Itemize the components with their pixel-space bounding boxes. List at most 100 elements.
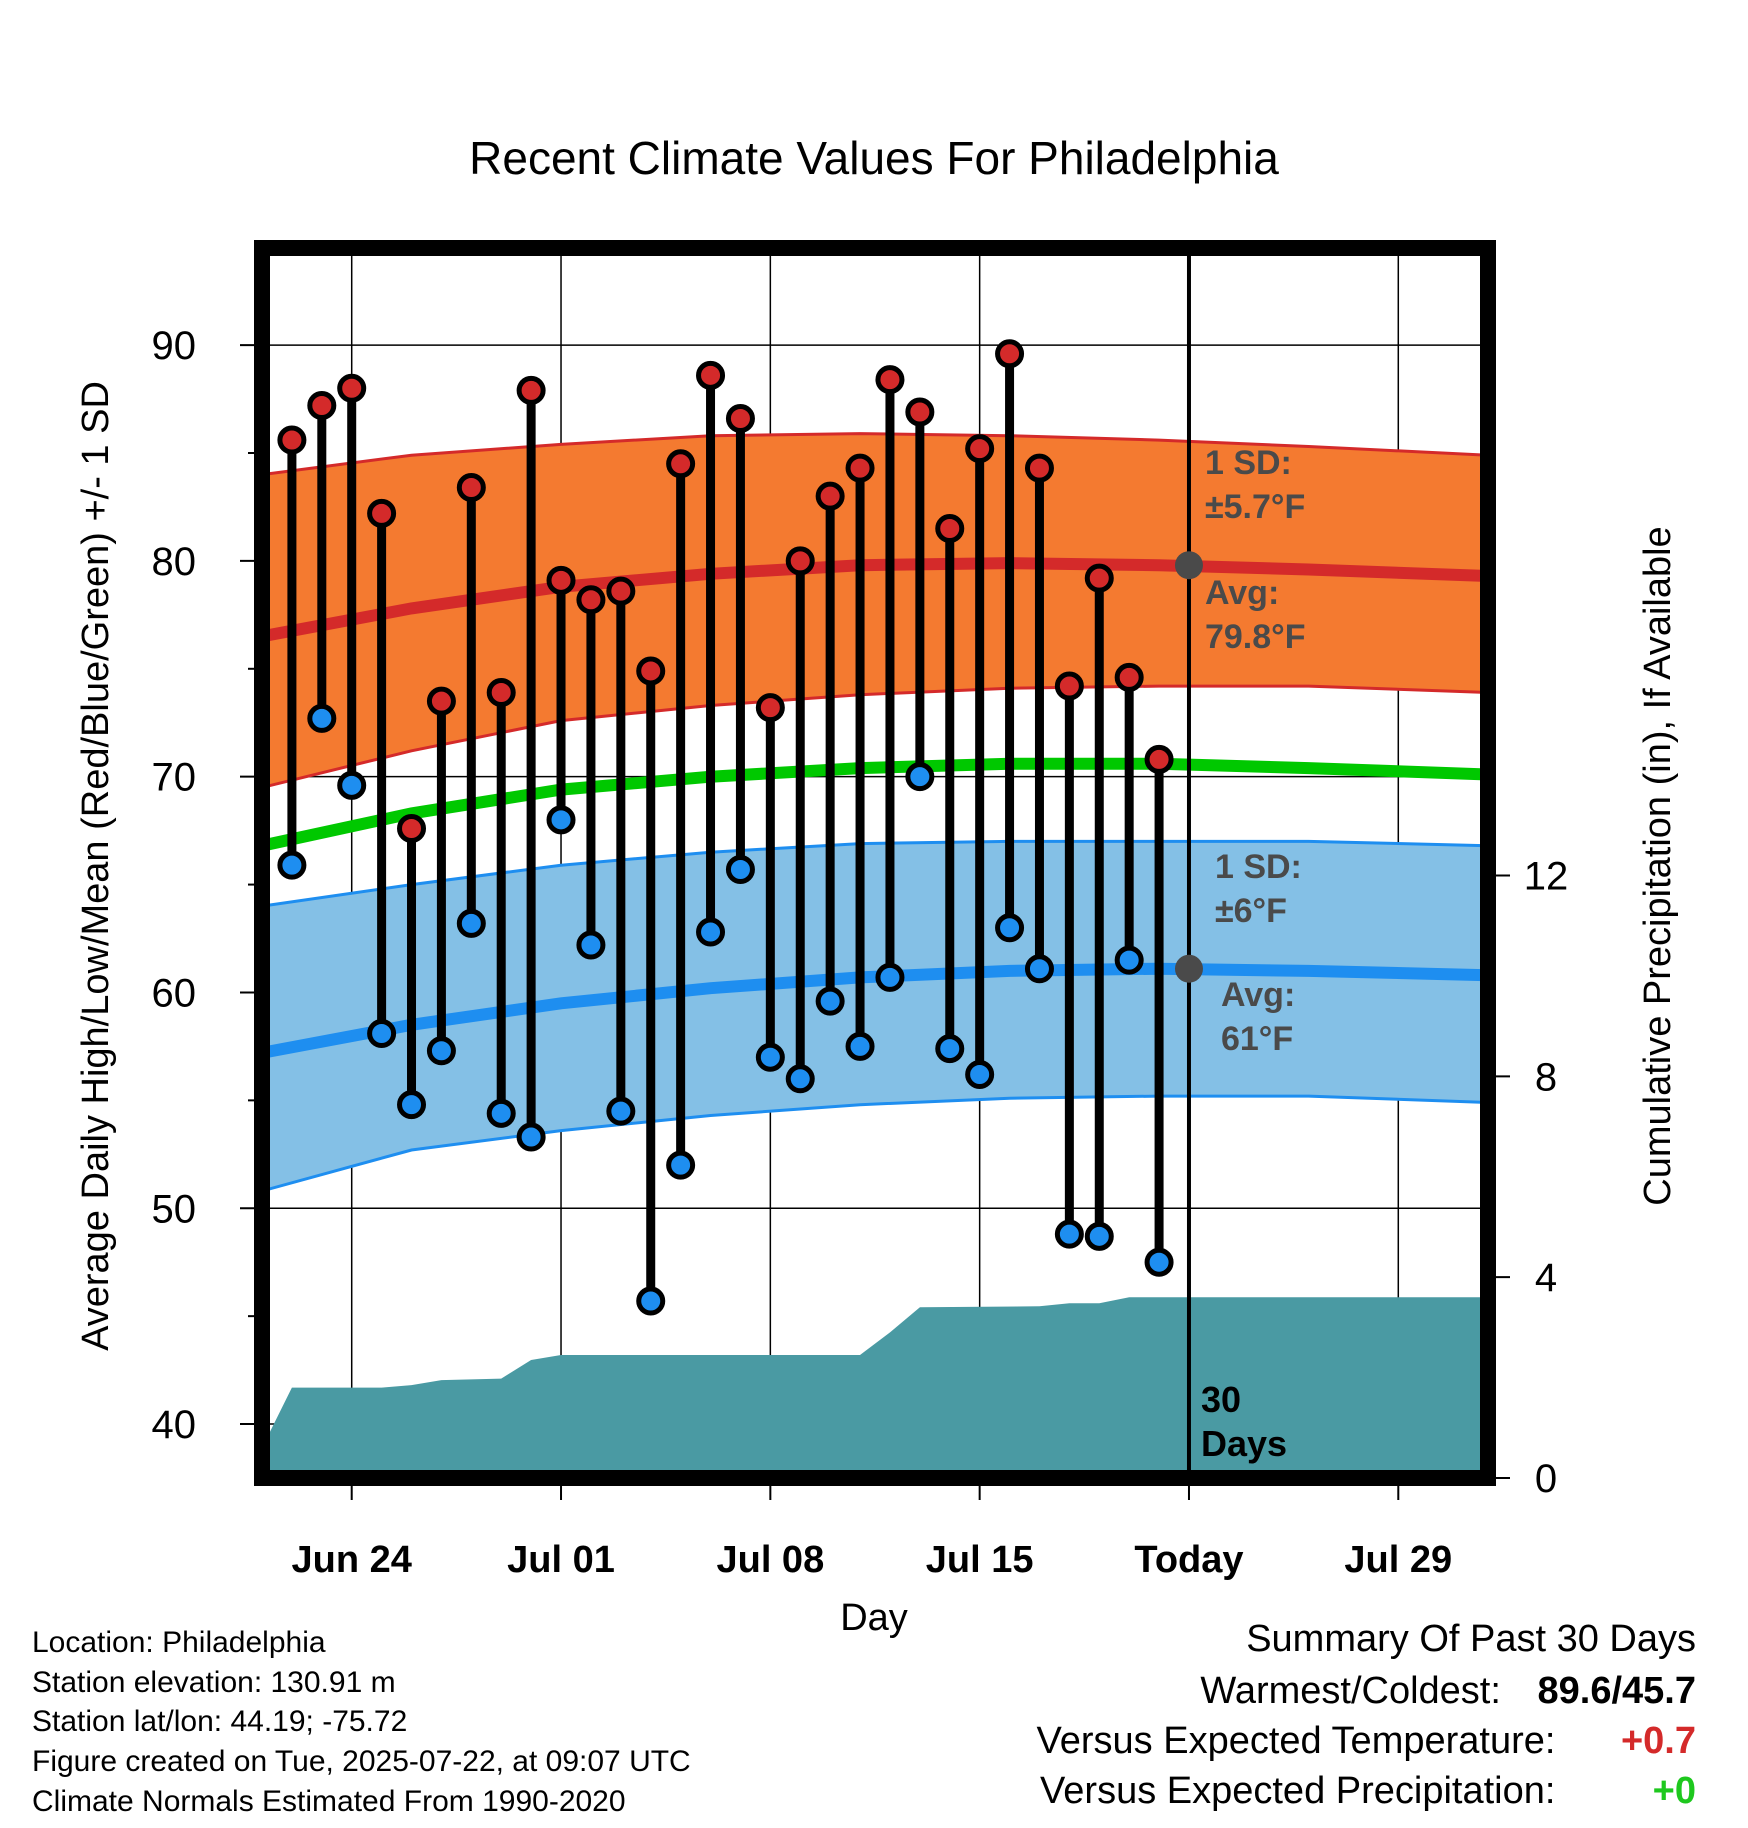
plot-frame <box>254 240 1496 1486</box>
footer-created: Figure created on Tue, 2025-07-22, at 09… <box>32 1745 691 1778</box>
daily-low-point <box>1024 954 1054 984</box>
daily-high-point <box>965 434 995 464</box>
daily-high-point <box>426 686 456 716</box>
warmest-value: 89.6 <box>1537 1670 1612 1712</box>
daily-high-point <box>367 498 397 528</box>
summary-warmest-value: 89.6/45.7 <box>1537 1670 1697 1712</box>
daily-low-point <box>666 1150 696 1180</box>
daily-high-point <box>1144 744 1174 774</box>
daily-low-point <box>696 917 726 947</box>
y2-tick-label: 8 <box>1535 1055 1557 1099</box>
plot-area: 1 SD: ±5.7°F Avg: 79.8°F 1 SD: ±6°F Avg: 61°F 30… <box>152 240 1568 1581</box>
daily-high-point <box>1084 563 1114 593</box>
daily-low-point <box>486 1098 516 1128</box>
y2-tick-label: 4 <box>1535 1256 1557 1300</box>
footer-latlon: Station lat/lon: 44.19; -75.72 <box>32 1705 408 1738</box>
y-tick-label: 40 <box>152 1403 197 1447</box>
daily-low-point <box>1054 1219 1084 1249</box>
daily-high-point <box>935 514 965 544</box>
summary-temp-label: Versus Expected Temperature: <box>1036 1720 1556 1762</box>
daily-low-point <box>725 854 755 884</box>
summary-warmest-label: Warmest/Coldest: <box>1200 1670 1501 1712</box>
daily-high-point <box>815 481 845 511</box>
daily-low-point <box>1084 1221 1114 1251</box>
y2-axis: 0 4 8 12 <box>1488 855 1568 1501</box>
x-axis: Jun 24 Jul 01 Jul 08 Jul 15 Today Jul 29 <box>292 1478 1452 1581</box>
daily-high-point <box>516 375 546 405</box>
y-axis-label-text: Average Daily High/Low/Mean (Red/Blue/Gr… <box>75 381 117 1351</box>
daily-high-point <box>546 565 576 595</box>
daily-low-point <box>636 1286 666 1316</box>
precipitation-area <box>262 1297 1488 1478</box>
daily-low-point <box>995 913 1025 943</box>
daily-low-point <box>1114 945 1144 975</box>
summary-warmest-coldest: Warmest/Coldest: 89.6/45.7 <box>1200 1670 1696 1713</box>
chart-title: Recent Climate Values For Philadelphia <box>469 132 1279 184</box>
daily-high-point <box>277 425 307 455</box>
plot-inner <box>262 248 1488 1478</box>
footer-normals: Climate Normals Estimated From 1990-2020 <box>32 1785 626 1818</box>
y-tick-label: 90 <box>152 324 197 368</box>
y-axis: 40 50 60 70 80 90 <box>152 324 262 1447</box>
x-tick-label: Jul 01 <box>507 1539 615 1581</box>
high-sd-annotation-line2: ±5.7°F <box>1205 488 1305 526</box>
daily-low-point <box>1144 1247 1174 1277</box>
daily-high-point <box>696 360 726 390</box>
daily-low-point <box>367 1018 397 1048</box>
high-sd-annotation-line1: 1 SD: <box>1205 444 1292 482</box>
daily-high-point <box>636 656 666 686</box>
daily-low-point <box>307 703 337 733</box>
daily-low-point <box>875 962 905 992</box>
daily-high-point <box>1024 453 1054 483</box>
footer-elevation: Station elevation: 130.91 m <box>32 1666 396 1699</box>
y2-axis-label-text: Cumulative Precipitation (in), If Availa… <box>1637 526 1679 1205</box>
daily-low-point <box>426 1036 456 1066</box>
y2-axis-label: Cumulative Precipitation (in), If Availa… <box>1637 526 1679 1205</box>
y-tick-label: 50 <box>152 1187 197 1231</box>
period-annotation-line1: 30 <box>1201 1379 1241 1420</box>
daily-low-point <box>845 1031 875 1061</box>
summary-precipitation: Versus Expected Precipitation: +0 <box>1040 1770 1696 1813</box>
y-tick-label: 70 <box>152 756 197 800</box>
daily-high-point <box>337 373 367 403</box>
summary-temp-value: +0.7 <box>1620 1720 1696 1762</box>
daily-high-point <box>1114 662 1144 692</box>
daily-low-point <box>516 1122 546 1152</box>
daily-high-point <box>785 546 815 576</box>
x-tick-label: Jul 15 <box>926 1539 1034 1581</box>
today-high-avg-marker <box>1174 551 1203 580</box>
low-avg-annotation-line1: Avg: <box>1221 976 1295 1014</box>
daily-high-point <box>397 813 427 843</box>
high-avg-annotation-line1: Avg: <box>1205 574 1279 612</box>
high-avg-annotation-line2: 79.8°F <box>1205 618 1306 656</box>
footer-location: Location: Philadelphia <box>32 1626 326 1659</box>
x-tick-label: Today <box>1134 1539 1243 1581</box>
today-low-avg-marker <box>1174 954 1203 983</box>
summary-precip-value: +0 <box>1652 1770 1696 1812</box>
daily-low-point <box>965 1059 995 1089</box>
daily-high-point <box>845 453 875 483</box>
low-avg-annotation-line2: 61°F <box>1221 1020 1293 1058</box>
y-axis-label: Average Daily High/Low/Mean (Red/Blue/Gr… <box>75 381 117 1351</box>
x-tick-label: Jul 08 <box>716 1539 824 1581</box>
x-axis-label: Day <box>840 1597 908 1639</box>
x-tick-label: Jul 29 <box>1344 1539 1452 1581</box>
daily-high-point <box>456 473 486 503</box>
daily-high-point <box>995 339 1025 369</box>
daily-low-point <box>546 805 576 835</box>
daily-low-point <box>935 1034 965 1064</box>
daily-low-point <box>456 908 486 938</box>
summary-title: Summary Of Past 30 Days <box>1246 1618 1696 1660</box>
daily-high-point <box>576 585 606 615</box>
daily-low-point <box>785 1064 815 1094</box>
period-annotation-line2: Days <box>1201 1423 1287 1464</box>
daily-high-point <box>755 693 785 723</box>
daily-high-point <box>725 403 755 433</box>
daily-high-point <box>486 678 516 708</box>
summary-temperature: Versus Expected Temperature: +0.7 <box>1037 1720 1696 1763</box>
daily-high-point <box>307 391 337 421</box>
low-sd-annotation-line1: 1 SD: <box>1215 848 1302 886</box>
coldest-value: 45.7 <box>1622 1670 1696 1712</box>
y-tick-label: 60 <box>152 971 197 1015</box>
